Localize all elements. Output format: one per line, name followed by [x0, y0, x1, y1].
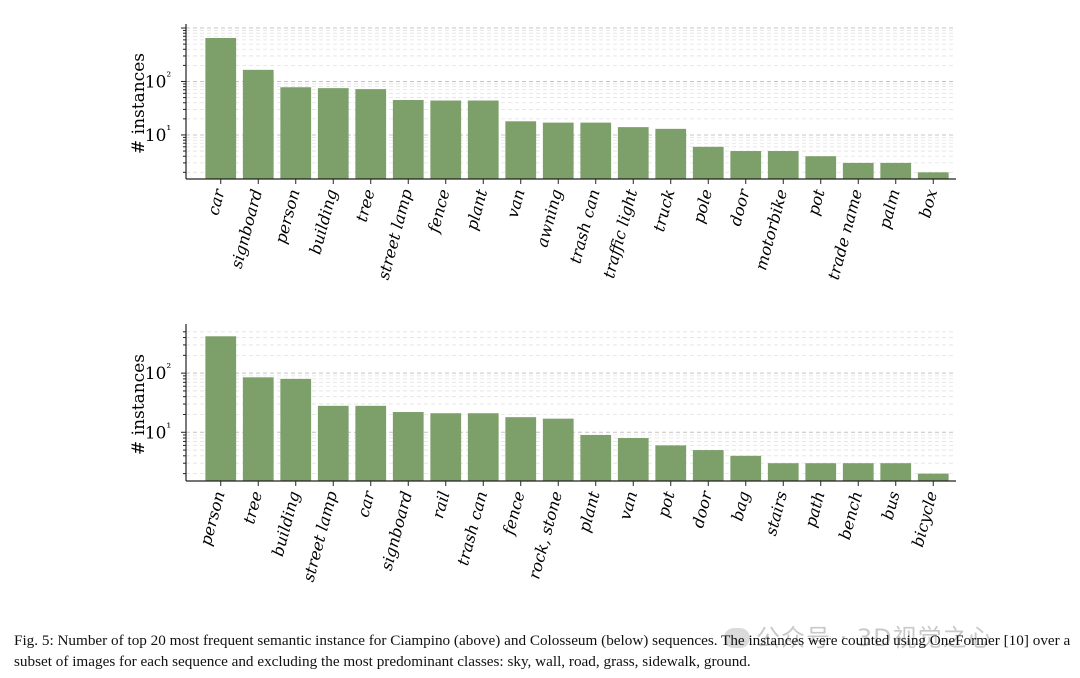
x-tick-label: trade name	[824, 187, 866, 282]
bar-door	[730, 151, 762, 179]
x-tick-label: traffic light	[599, 187, 641, 281]
x-tick-label: door	[688, 488, 716, 530]
x-tick-label: truck	[649, 187, 678, 233]
bar-pot	[805, 156, 837, 179]
bar-awning	[542, 122, 574, 179]
x-tick-label: plant	[574, 489, 603, 535]
x-tick-label: tree	[239, 489, 266, 526]
x-tick-label: person	[196, 489, 229, 548]
bar-palm	[880, 162, 912, 179]
x-tick-label: rail	[428, 489, 453, 520]
x-tick-label: awning	[532, 187, 566, 249]
watermark-text: 公众号 · 3D视觉之心	[756, 624, 993, 652]
x-tick-label: palm	[875, 187, 904, 231]
x-tick-label: signboard	[377, 489, 416, 572]
x-tick-label: trash can	[566, 187, 604, 265]
x-tick-label: pot	[803, 187, 828, 218]
x-tick-label: fence	[499, 489, 529, 538]
bar-trash-can	[580, 122, 612, 179]
y-tick-label: 10²	[145, 69, 172, 92]
x-tick-label: street lamp	[299, 489, 341, 584]
x-tick-label: car	[203, 186, 228, 217]
x-tick-label: bench	[835, 489, 866, 542]
bar-car	[205, 38, 237, 180]
bar-bus	[880, 463, 912, 481]
x-tick-label: pole	[689, 187, 716, 225]
bar-street-lamp	[392, 100, 424, 179]
bar-fence	[505, 417, 537, 481]
bar-van	[505, 121, 537, 179]
x-tick-label: path	[801, 489, 829, 529]
bar-path	[805, 463, 837, 481]
bar-plant	[580, 434, 612, 481]
x-tick-label: van	[615, 489, 641, 522]
figure-caption: Fig. 5: Number of top 20 most frequent s…	[14, 632, 1071, 670]
bar-bag	[730, 455, 762, 481]
bar-street-lamp	[317, 405, 349, 481]
bar-fence	[430, 100, 462, 179]
bar-truck	[655, 128, 687, 179]
y-tick-label: 10²	[145, 361, 172, 384]
bar-door	[692, 450, 724, 481]
bar-person	[280, 87, 312, 179]
x-tick-label: motorbike	[751, 187, 791, 272]
bar-building	[280, 378, 312, 481]
bar-rail	[430, 413, 462, 481]
x-tick-label: building	[306, 187, 342, 256]
y-tick-label: 10¹	[145, 420, 171, 443]
x-tick-label: trash can	[453, 489, 491, 567]
bar-car	[355, 405, 387, 481]
bar-plant	[467, 100, 499, 179]
x-tick-label: van	[503, 187, 529, 220]
bar-traffic-light	[617, 127, 649, 179]
bar-trade-name	[842, 162, 874, 179]
bar-tree	[355, 89, 387, 179]
x-tick-label: bicycle	[908, 489, 941, 549]
x-tick-label: bag	[727, 489, 753, 523]
x-tick-label: fence	[424, 187, 454, 236]
x-tick-label: pot	[653, 489, 678, 520]
bar-building	[317, 88, 349, 179]
y-axis-label: # instances	[129, 354, 149, 455]
y-axis-label: # instances	[129, 53, 149, 154]
bar-pole	[692, 146, 724, 179]
bar-van	[617, 438, 649, 481]
bar-signboard	[242, 69, 274, 179]
x-tick-label: bus	[878, 489, 904, 522]
x-tick-label: signboard	[227, 187, 266, 270]
x-tick-label: stairs	[761, 489, 791, 538]
bar-bench	[842, 463, 874, 481]
bar-stairs	[767, 463, 799, 481]
bar-signboard	[392, 412, 424, 481]
x-tick-label: door	[726, 186, 754, 228]
x-tick-label: building	[268, 489, 304, 558]
bar-rock-stone	[542, 418, 574, 481]
bar-box	[917, 172, 949, 179]
bar-person	[205, 336, 237, 481]
y-tick-label: 10¹	[145, 123, 171, 146]
bar-bicycle	[917, 473, 949, 481]
watermark: 公众号 · 3D视觉之心	[724, 618, 993, 653]
x-tick-label: person	[271, 187, 304, 246]
x-tick-label: tree	[352, 187, 379, 224]
wechat-icon	[724, 628, 750, 648]
bar-motorbike	[767, 151, 799, 179]
bar-trash-can	[467, 413, 499, 481]
x-tick-label: plant	[462, 187, 491, 233]
bar-pot	[655, 445, 687, 481]
x-tick-label: box	[915, 187, 941, 220]
x-tick-label: car	[353, 488, 378, 519]
x-tick-label: street lamp	[374, 187, 416, 282]
x-tick-label: rock, stone	[524, 489, 566, 581]
bar-tree	[242, 377, 274, 481]
